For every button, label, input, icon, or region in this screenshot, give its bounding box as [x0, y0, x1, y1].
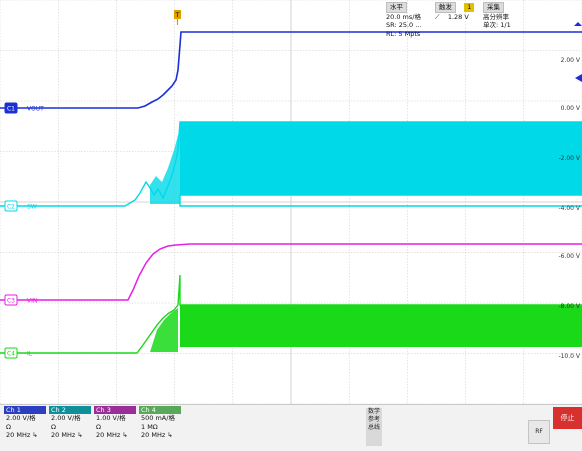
vertical-scale-label: 0.00 V	[561, 105, 581, 112]
channel-marker-id: C2	[7, 204, 15, 211]
channel-scale: 2.00 V/格	[51, 414, 81, 422]
channel-3-settings[interactable]: Ch 3 1.00 V/格 Ω 20 MHz ↳	[94, 406, 136, 448]
channel-4-settings[interactable]: Ch 4 500 mA/格 1 MΩ 20 MHz ↳	[139, 406, 181, 448]
vertical-scale-label: -10.0 V	[558, 353, 580, 360]
channel-name: Ch 2	[49, 406, 91, 414]
acquire-panel[interactable]: 采集 高分辨率 单次: 1/1	[483, 2, 511, 30]
channel-name: Ch 3	[94, 406, 136, 414]
channel-coupling: Ω	[96, 422, 101, 431]
channel-name: Ch 4	[139, 406, 181, 414]
vertical-scale-label: -6.00 V	[558, 253, 580, 260]
channel-bandwidth: 20 MHz ↳	[6, 431, 38, 439]
trigger-panel[interactable]: 触发 1 ⟋ 1.28 V	[435, 2, 475, 21]
channel-marker-label: VIN	[27, 298, 37, 305]
ch3-vin-waveform	[0, 243, 582, 301]
channel-scale: 2.00 V/格	[6, 414, 36, 422]
channel-marker-id: C1	[7, 106, 15, 113]
channel-coupling: Ω	[51, 422, 56, 431]
channel-name: Ch 1	[4, 406, 46, 414]
channel-bandwidth: 20 MHz ↳	[51, 431, 83, 439]
channel-marker-label: IL	[27, 351, 33, 358]
trigger-level-arrow[interactable]	[575, 74, 582, 82]
channel-scale: 500 mA/格	[141, 414, 175, 422]
horizontal-header: 水平	[386, 2, 407, 13]
horizontal-panel[interactable]: 水平 20.0 ms/格 SR: 25.0 ... RL: 5 Mpts	[386, 2, 421, 38]
channel-marker-c4[interactable]: C4 IL	[4, 347, 33, 359]
vertical-scale-label: -8.00 V	[558, 303, 580, 310]
horizontal-scale: 20.0 ms/格	[386, 12, 421, 21]
ch1-vout-waveform	[0, 31, 582, 109]
ch2-sw-waveform	[0, 121, 582, 207]
rf-button[interactable]: RF	[528, 420, 550, 444]
trigger-level: 1.28 V	[447, 12, 469, 21]
math-ref-bus-buttons[interactable]: 数学 参考 总线	[366, 408, 382, 446]
vertical-scale-label: 2.00 V	[561, 57, 581, 64]
channel-bandwidth: 20 MHz ↳	[141, 431, 173, 439]
trigger-source: 1	[464, 3, 475, 12]
channel-marker-id: C4	[7, 351, 15, 358]
channel-coupling: Ω	[6, 422, 11, 431]
record-length: RL: 5 Mpts	[386, 29, 421, 38]
rising-edge-icon: ⟋	[435, 12, 440, 21]
channel-marker-c3[interactable]: C3 VIN	[4, 294, 37, 306]
math-button-label: 数学	[367, 408, 380, 415]
acquire-count: 单次: 1/1	[483, 21, 511, 29]
ref-button-label: 参考	[367, 416, 380, 423]
channel-marker-c1[interactable]: C1 VOUT	[4, 102, 44, 114]
channel-coupling: 1 MΩ	[141, 422, 158, 431]
vertical-scale-label: -2.00 V	[558, 155, 580, 162]
run-stop-button[interactable]: 停止	[553, 407, 582, 429]
sample-rate: SR: 25.0 ...	[386, 21, 422, 29]
acquire-header: 采集	[483, 2, 504, 13]
channel-2-settings[interactable]: Ch 2 2.00 V/格 Ω 20 MHz ↳	[49, 406, 91, 448]
channel-marker-label: SW	[27, 204, 37, 211]
ch1-offset-arrow-icon	[574, 22, 582, 26]
vertical-scale-label: -4.00 V	[558, 205, 580, 212]
bus-button-label: 总线	[367, 424, 380, 431]
trigger-position-marker[interactable]: T	[174, 10, 181, 25]
ch4-il-waveform	[0, 274, 582, 354]
svg-text:T: T	[175, 12, 180, 19]
channel-scale: 1.00 V/格	[96, 414, 126, 422]
channel-bandwidth: 20 MHz ↳	[96, 431, 128, 439]
channel-1-settings[interactable]: Ch 1 2.00 V/格 Ω 20 MHz ↳	[4, 406, 46, 448]
trigger-header: 触发	[435, 2, 456, 13]
acquire-mode: 高分辨率	[483, 12, 509, 21]
channel-marker-id: C3	[7, 298, 15, 305]
channel-marker-label: VOUT	[27, 106, 44, 113]
channel-marker-c2[interactable]: C2 SW	[4, 200, 37, 212]
